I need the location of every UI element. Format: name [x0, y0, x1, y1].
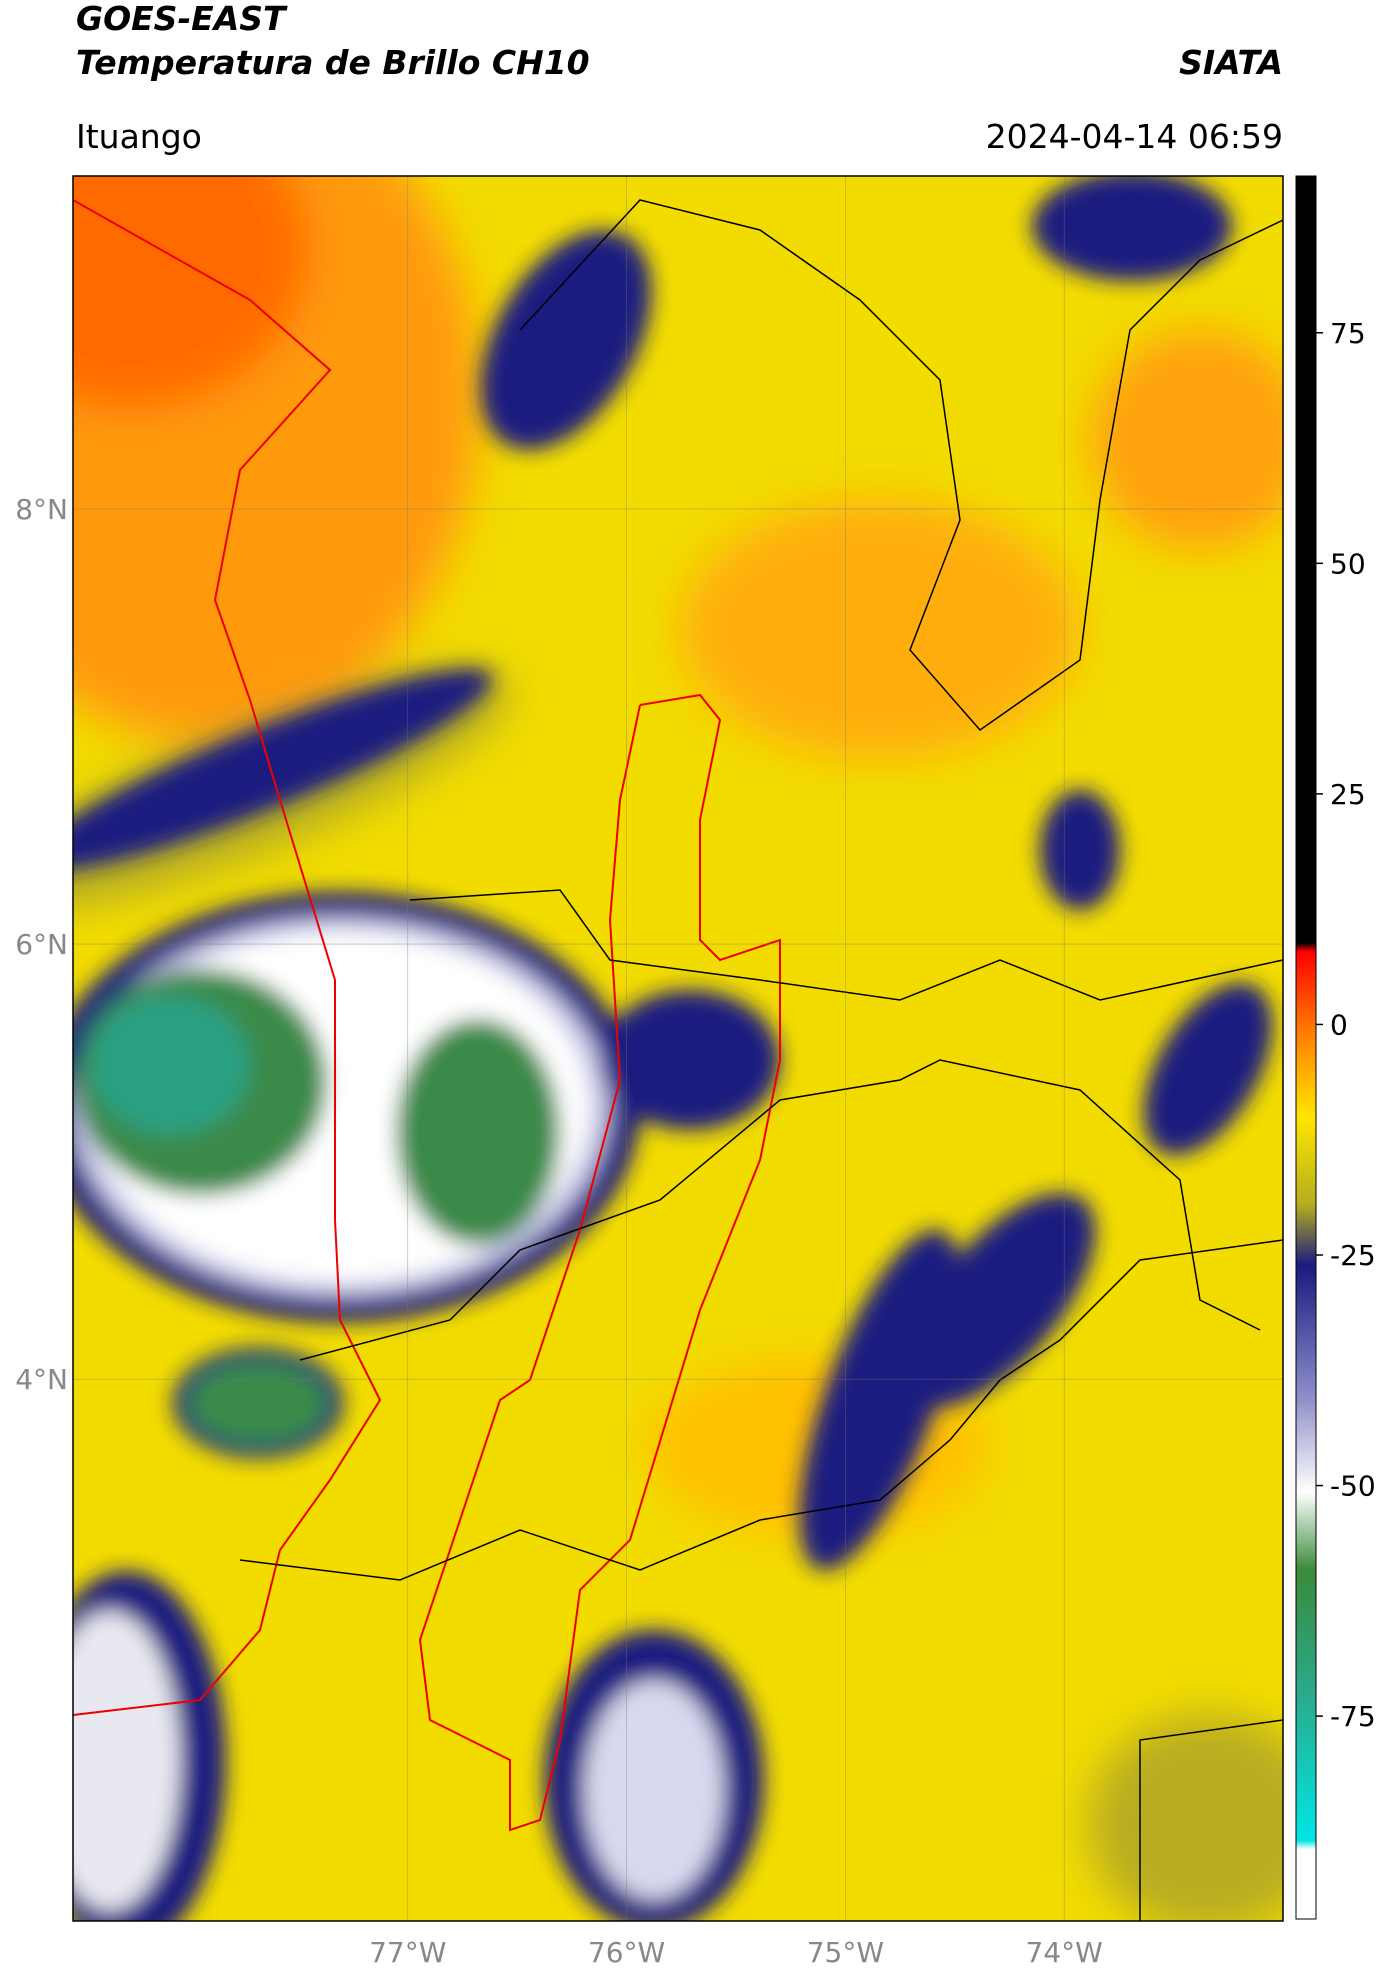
admin-boundary [1139, 1719, 1283, 1921]
admin-boundary [519, 199, 1283, 732]
colorbar-tick-label: 75 [1330, 317, 1366, 350]
product-title: Temperatura de Brillo CH10 [76, 43, 590, 82]
lon-tick-label: 74°W [1026, 1936, 1103, 1969]
coastline [73, 199, 382, 1716]
map-frame [72, 175, 1284, 1922]
lat-tick-label: 8°N [15, 493, 68, 526]
colorbar-tick-label: -25 [1330, 1239, 1376, 1272]
colorbar-tick-label: 50 [1330, 547, 1366, 580]
admin-boundary [239, 1239, 1283, 1581]
lat-tick-label: 6°N [15, 928, 68, 961]
lon-tick-label: 77°W [369, 1936, 446, 1969]
colorbar-tick-label: 0 [1330, 1008, 1348, 1041]
lon-tick-label: 76°W [588, 1936, 665, 1969]
datetime-label: 2024-04-14 06:59 [986, 117, 1283, 156]
colorbar-tick-label: -75 [1330, 1700, 1376, 1733]
location-label: Ituango [76, 117, 202, 156]
colorbar [1295, 175, 1317, 1920]
grid [73, 176, 1283, 1921]
source-label: SIATA [1179, 43, 1283, 82]
map-image [73, 176, 1283, 1921]
antioquia-boundary [418, 693, 781, 1832]
admin-boundary [409, 889, 1283, 1001]
satellite-title: GOES-EAST [76, 0, 288, 38]
lon-tick-label: 75°W [807, 1936, 884, 1969]
lat-tick-label: 4°N [15, 1363, 68, 1396]
colorbar-tick-label: -50 [1330, 1470, 1376, 1503]
colorbar-tick-label: 25 [1330, 778, 1366, 811]
admin-boundary [299, 1059, 1261, 1361]
